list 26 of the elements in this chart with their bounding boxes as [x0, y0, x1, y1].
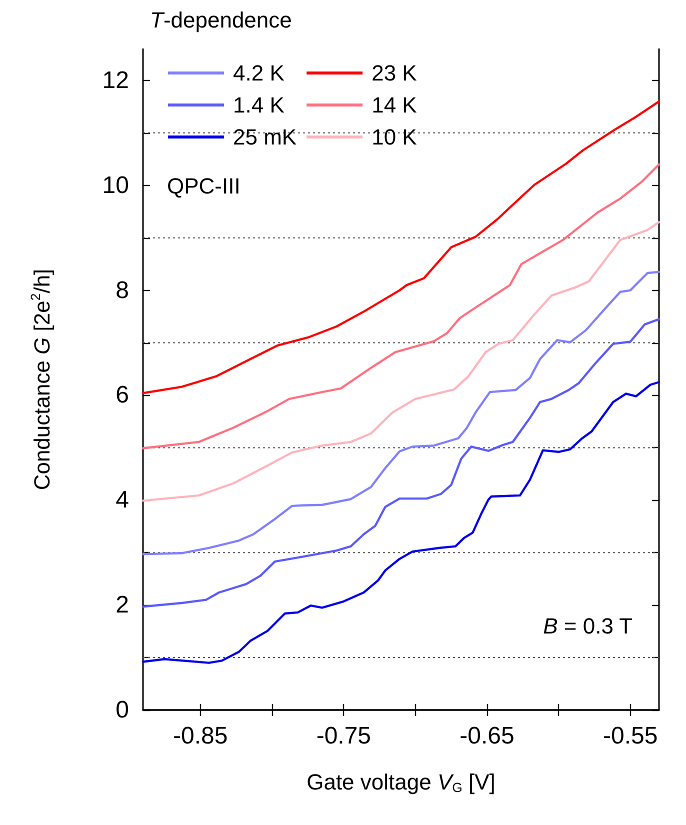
annotation: QPC-III — [167, 174, 240, 198]
y-tick-label: 8 — [116, 276, 129, 304]
legend-label: 4.2 K — [233, 60, 285, 86]
y-tick-label: 6 — [116, 382, 129, 409]
x-tick-label: -0.75 — [316, 722, 372, 750]
line-series — [142, 381, 660, 664]
annotation: B = 0.3 T — [543, 614, 633, 638]
y-tick-label: 0 — [116, 696, 129, 724]
legend-label: 14 K — [372, 92, 418, 118]
legend-label: 23 K — [372, 60, 418, 86]
y-tick-label: 2 — [116, 592, 129, 619]
legend-label: 1.4 K — [233, 92, 285, 118]
y-tick-label: 4 — [116, 486, 129, 514]
line-series — [142, 318, 660, 608]
y-tick-label: 10 — [102, 172, 129, 199]
line-series — [142, 221, 660, 502]
line-series — [142, 270, 660, 556]
chart-title: T-dependence — [150, 8, 292, 32]
x-tick-label: -0.65 — [460, 722, 514, 750]
y-tick-label: 12 — [102, 66, 129, 94]
legend-label: 10 K — [372, 124, 418, 150]
x-tick-label: -0.85 — [172, 722, 228, 750]
line-series — [142, 163, 660, 450]
y-axis-title: Conductance G [2e2/h] — [28, 268, 54, 490]
legend-label: 25 mK — [233, 124, 297, 150]
x-tick-label: -0.55 — [602, 722, 658, 750]
